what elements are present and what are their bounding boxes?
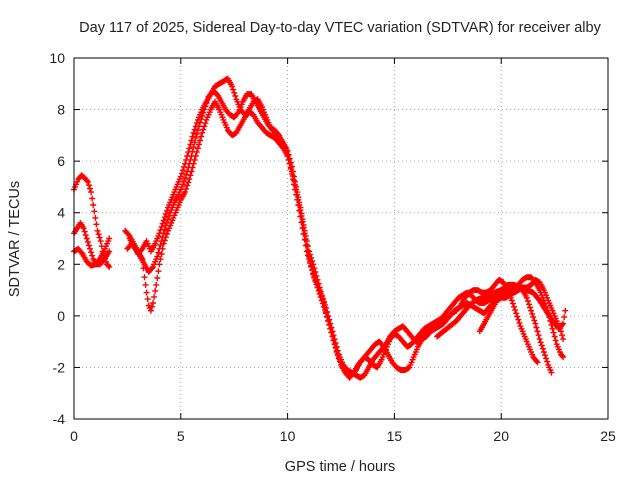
x-tick-label: 20 [493, 428, 509, 444]
x-tick-label: 5 [177, 428, 185, 444]
y-tick-label: 0 [57, 308, 65, 324]
x-tick-label: 10 [280, 428, 296, 444]
y-tick-label: 10 [49, 50, 65, 66]
x-tick-label: 25 [600, 428, 616, 444]
y-tick-label: -4 [53, 411, 66, 427]
y-axis-ticks: -4 -2 0 2 4 6 8 10 [49, 50, 608, 427]
series-markers [122, 98, 555, 379]
y-tick-label: 2 [57, 256, 65, 272]
y-axis-label: SDTVAR / TECUs [7, 181, 23, 297]
x-tick-label: 0 [70, 428, 78, 444]
data-points [71, 75, 569, 381]
series-markers [434, 281, 569, 340]
y-tick-label: 4 [57, 205, 65, 221]
x-axis-ticks: 0 5 10 15 20 25 [70, 58, 616, 444]
plot-frame [73, 57, 609, 420]
chart-title: Day 117 of 2025, Sidereal Day-to-day VTE… [79, 20, 601, 36]
series-markers [126, 75, 567, 381]
y-tick-label: 6 [57, 153, 65, 169]
y-tick-label: 8 [57, 102, 65, 118]
series-track-5 [124, 88, 541, 381]
series-markers [124, 88, 541, 381]
x-tick-label: 15 [387, 428, 403, 444]
x-axis-label: GPS time / hours [285, 459, 395, 475]
series-track-8 [434, 281, 569, 340]
series-track-4 [122, 98, 555, 379]
series-track-6 [126, 75, 567, 381]
y-tick-label: -2 [53, 359, 66, 375]
